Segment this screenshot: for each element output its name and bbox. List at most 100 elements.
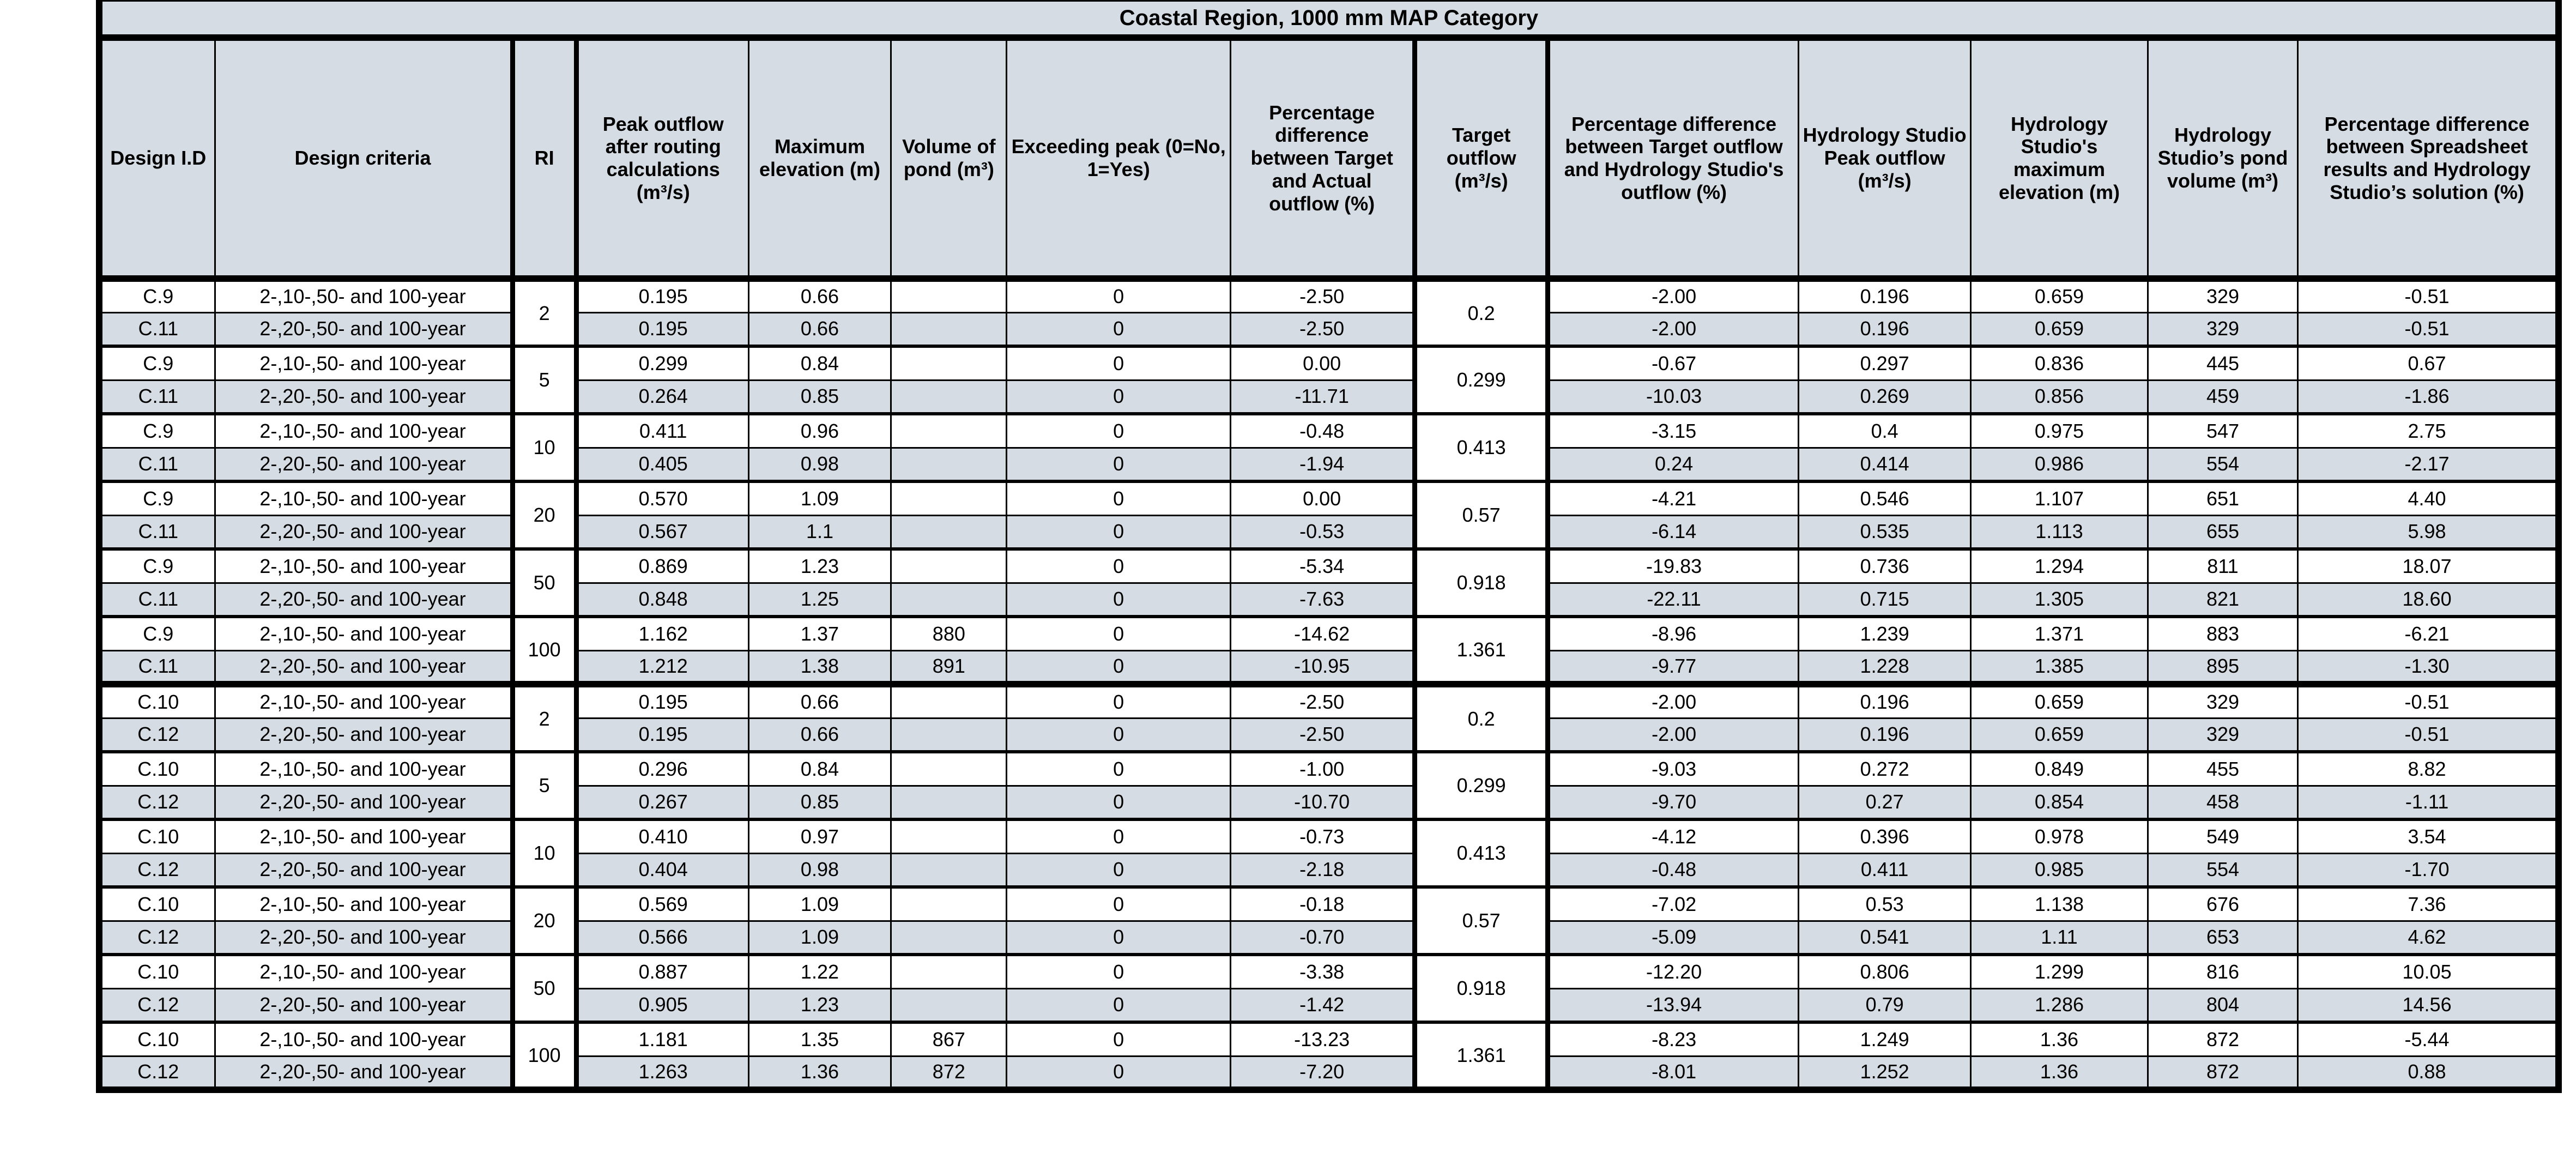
hs-max-elevation-cell: 0.659 [1970,683,2149,719]
design-criteria-cell: 2-,10-,50- and 100-year [214,751,513,787]
pct-diff-target-actual-cell: -2.50 [1229,683,1416,719]
exceeding-peak-cell: 0 [1006,413,1231,449]
hs-max-elevation-cell: 1.36 [1970,1021,2149,1057]
pct-diff-target-actual-cell: -11.71 [1229,379,1416,415]
max-elevation-cell: 1.09 [747,886,892,922]
max-elevation-cell: 0.97 [747,818,892,854]
pct-diff-target-hs-cell: -9.77 [1546,649,1800,687]
table-row: C.10 2-,10-,50- and 100-year 100 1.181 1.35 8… [98,1021,2560,1093]
design-id-cell: C.12 [98,1055,216,1093]
ri-cell: 2 [510,277,579,348]
max-elevation-cell: 1.35 [747,1021,892,1057]
hs-peak-outflow-cell: 0.53 [1798,886,1972,922]
pct-diff-spreadsheet-hs-cell: -1.11 [2297,784,2560,821]
hs-max-elevation-cell: 1.138 [1970,886,2149,922]
hs-pond-volume-cell: 459 [2146,379,2299,415]
design-criteria-cell: 2-,10-,50- and 100-year [214,615,513,651]
column-header-design-criteria: Design criteria [214,37,513,282]
pond-volume-cell [890,717,1008,753]
exceeding-peak-cell: 0 [1006,886,1231,922]
max-elevation-cell: 1.23 [747,987,892,1024]
hs-max-elevation-cell: 0.836 [1970,345,2149,381]
hs-max-elevation-cell: 0.849 [1970,751,2149,787]
hs-max-elevation-cell: 0.985 [1970,852,2149,889]
hs-peak-outflow-cell: 0.196 [1798,683,1972,719]
design-id-cell: C.11 [98,582,216,618]
pct-diff-spreadsheet-hs-cell: 4.40 [2297,480,2560,516]
hs-pond-volume-cell: 554 [2146,446,2299,483]
max-elevation-cell: 0.98 [747,446,892,483]
pct-diff-target-actual-cell: -1.42 [1229,987,1416,1024]
exceeding-peak-cell: 0 [1006,480,1231,516]
max-elevation-cell: 0.98 [747,852,892,889]
pct-diff-target-actual-cell: -0.48 [1229,413,1416,449]
hs-pond-volume-cell: 821 [2146,582,2299,618]
hs-peak-outflow-cell: 0.411 [1798,852,1972,889]
pct-diff-target-hs-cell: -22.11 [1546,582,1800,618]
pond-volume-cell [890,311,1008,348]
design-criteria-cell: 2-,10-,50- and 100-year [214,413,513,449]
design-id-cell: C.10 [98,818,216,854]
max-elevation-cell: 1.23 [747,548,892,584]
column-header-hs-pond-volume: Hydrology Studio’s pond volume (m³) [2146,37,2299,282]
pct-diff-target-hs-cell: -6.14 [1546,514,1800,551]
design-id-cell: C.11 [98,311,216,348]
pct-diff-target-actual-cell: 0.00 [1229,345,1416,381]
pct-diff-target-actual-cell: -0.70 [1229,920,1416,956]
exceeding-peak-cell: 0 [1006,852,1231,889]
pct-diff-spreadsheet-hs-cell: 5.98 [2297,514,2560,551]
hs-max-elevation-cell: 1.294 [1970,548,2149,584]
max-elevation-cell: 1.38 [747,649,892,687]
peak-outflow-cell: 1.263 [575,1055,749,1093]
hs-max-elevation-cell: 1.286 [1970,987,2149,1024]
table-row: C.12 2-,20-,50- and 100-year 0.404 0.98 0 -2.… [98,852,2560,889]
pct-diff-target-hs-cell: -9.03 [1546,751,1800,787]
peak-outflow-cell: 0.848 [575,582,749,618]
target-outflow-cell: 1.361 [1412,615,1550,687]
pct-diff-target-actual-cell: -2.50 [1229,277,1416,313]
pct-diff-spreadsheet-hs-cell: -0.51 [2297,311,2560,348]
max-elevation-cell: 0.85 [747,379,892,415]
target-outflow-cell: 0.413 [1412,818,1550,889]
peak-outflow-cell: 0.567 [575,514,749,551]
pond-volume-cell [890,751,1008,787]
header-row: Design I.D Design criteria RI Peak outfl… [98,37,2560,282]
exceeding-peak-cell: 0 [1006,379,1231,415]
pond-volume-cell [890,379,1008,415]
hs-peak-outflow-cell: 0.806 [1798,953,1972,989]
pond-volume-cell: 872 [890,1055,1008,1093]
exceeding-peak-cell: 0 [1006,818,1231,854]
pct-diff-spreadsheet-hs-cell: 18.60 [2297,582,2560,618]
peak-outflow-cell: 0.264 [575,379,749,415]
pct-diff-target-hs-cell: -8.23 [1546,1021,1800,1057]
pond-volume-cell: 867 [890,1021,1008,1057]
pond-volume-cell [890,548,1008,584]
hs-peak-outflow-cell: 0.27 [1798,784,1972,821]
max-elevation-cell: 1.1 [747,514,892,551]
hs-peak-outflow-cell: 0.396 [1798,818,1972,854]
pond-volume-cell [890,987,1008,1024]
hs-pond-volume-cell: 651 [2146,480,2299,516]
design-criteria-cell: 2-,10-,50- and 100-year [214,277,513,313]
table-body: C.9 2-,10-,50- and 100-year 2 0.195 0.66 0 -2.… [98,277,2560,1093]
max-elevation-cell: 1.25 [747,582,892,618]
target-outflow-cell: 0.299 [1412,751,1550,821]
hs-max-elevation-cell: 0.854 [1970,784,2149,821]
hs-max-elevation-cell: 0.856 [1970,379,2149,415]
pct-diff-spreadsheet-hs-cell: -1.86 [2297,379,2560,415]
peak-outflow-cell: 0.405 [575,446,749,483]
exceeding-peak-cell: 0 [1006,717,1231,753]
design-criteria-cell: 2-,20-,50- and 100-year [214,311,513,348]
pct-diff-target-actual-cell: -0.73 [1229,818,1416,854]
hs-pond-volume-cell: 549 [2146,818,2299,854]
column-header-pct-diff-target-hs: Percentage difference between Target out… [1546,37,1800,282]
design-criteria-cell: 2-,10-,50- and 100-year [214,1021,513,1057]
pct-diff-spreadsheet-hs-cell: -6.21 [2297,615,2560,651]
hs-pond-volume-cell: 883 [2146,615,2299,651]
hs-max-elevation-cell: 1.11 [1970,920,2149,956]
max-elevation-cell: 1.09 [747,920,892,956]
ri-cell: 20 [510,480,579,551]
design-criteria-cell: 2-,20-,50- and 100-year [214,649,513,687]
hs-max-elevation-cell: 1.385 [1970,649,2149,687]
exceeding-peak-cell: 0 [1006,446,1231,483]
